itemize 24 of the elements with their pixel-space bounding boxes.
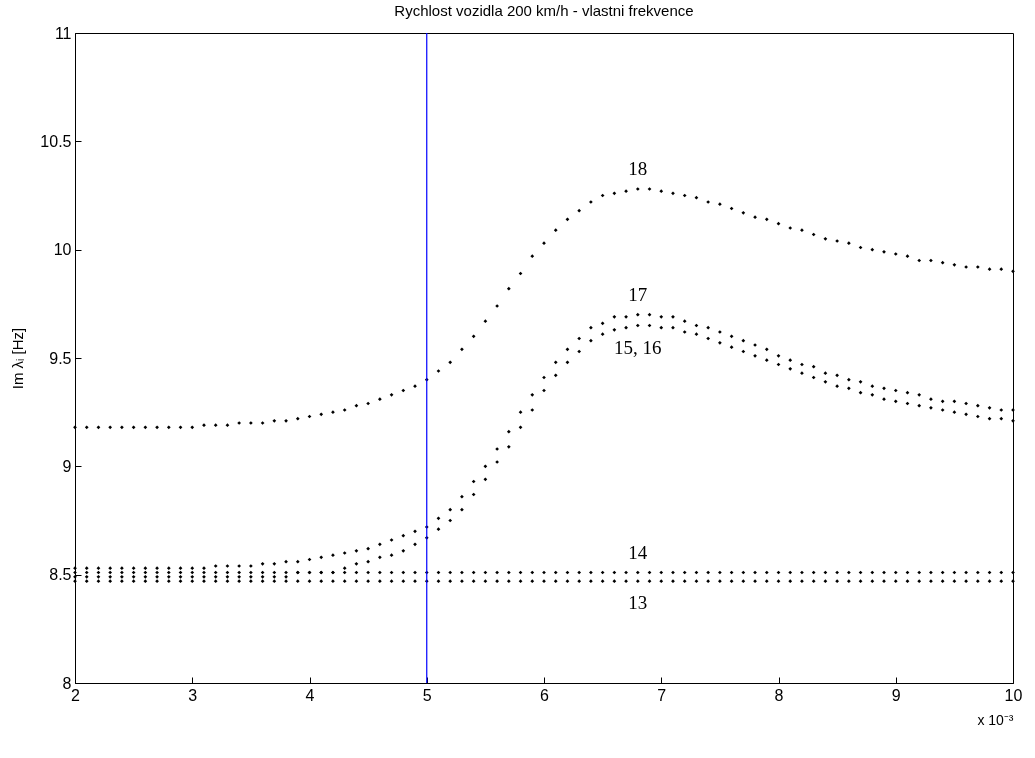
x-tick-label: 5 (422, 686, 432, 704)
series-label: 13 (628, 592, 648, 614)
x-tick-label: 8 (774, 686, 784, 704)
y-axis-title: Im λᵢ [Hz] (9, 327, 27, 390)
series-label: 15, 16 (614, 336, 662, 358)
x-tick-label: 9 (891, 686, 901, 704)
series-label: 14 (628, 541, 648, 563)
y-tick-label: 9 (62, 457, 72, 475)
series-label: 18 (628, 158, 648, 179)
x-tick-label: 7 (657, 686, 667, 704)
x-axis-title: x 10⁻³ (977, 711, 1014, 728)
x-tick-label: 6 (540, 686, 550, 704)
y-tick-label: 9.5 (49, 349, 72, 367)
x-tick-label: 2 (71, 686, 81, 704)
x-tick-label: 4 (305, 686, 315, 704)
y-tick-label: 8.5 (49, 566, 72, 584)
y-tick-label: 8 (62, 674, 72, 692)
y-tick-label: 10 (53, 241, 72, 259)
x-tick-label: 3 (188, 686, 198, 704)
x-tick-label: 10 (1004, 686, 1023, 704)
y-tick-label: 11 (54, 24, 72, 42)
chart-title: Rychlost vozidla 200 km/h - vlastni frekvence (394, 2, 694, 19)
series-label: 17 (628, 283, 648, 305)
y-tick-label: 10.5 (40, 132, 72, 150)
